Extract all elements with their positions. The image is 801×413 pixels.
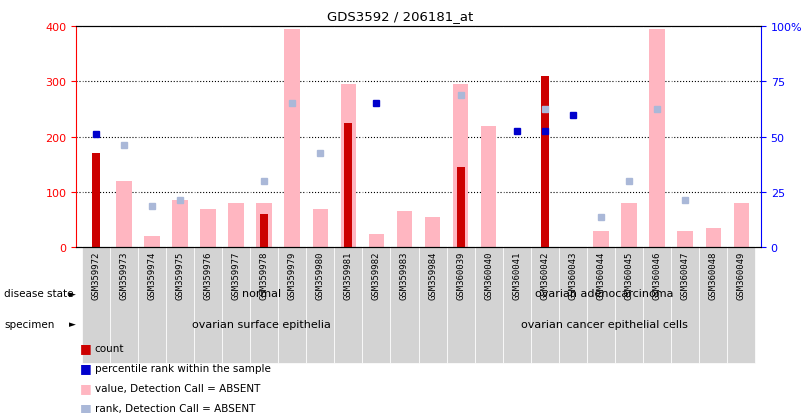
Bar — [144, 237, 159, 248]
Bar — [344, 123, 352, 248]
Bar — [531, 248, 559, 363]
Bar — [312, 209, 328, 248]
Bar — [284, 30, 300, 248]
Bar — [475, 248, 503, 363]
Bar — [587, 248, 615, 363]
Text: ►: ► — [69, 319, 75, 328]
Bar — [615, 248, 643, 363]
Bar — [340, 85, 356, 248]
Text: ■: ■ — [80, 401, 92, 413]
Bar — [727, 248, 755, 363]
Bar — [396, 212, 413, 248]
Bar — [362, 248, 390, 363]
Text: ■: ■ — [80, 381, 92, 394]
Bar — [457, 168, 465, 248]
Bar — [453, 85, 469, 248]
Bar — [228, 204, 244, 248]
Bar — [678, 231, 693, 248]
Bar — [82, 248, 110, 363]
Bar — [250, 248, 278, 363]
Bar — [334, 248, 362, 363]
Text: normal: normal — [242, 289, 281, 299]
Bar — [425, 217, 441, 248]
Text: count: count — [95, 343, 124, 353]
Bar — [734, 204, 749, 248]
Bar — [706, 228, 721, 248]
Text: ■: ■ — [80, 342, 92, 355]
Bar — [222, 248, 250, 363]
Bar — [481, 126, 497, 248]
Text: ovarian surface epithelia: ovarian surface epithelia — [192, 319, 331, 329]
Bar — [306, 248, 334, 363]
Text: specimen: specimen — [4, 319, 54, 329]
Bar — [278, 248, 306, 363]
Bar — [116, 182, 131, 248]
Bar — [138, 248, 166, 363]
Text: ovarian adenocarcinoma: ovarian adenocarcinoma — [535, 289, 674, 299]
Bar — [503, 248, 531, 363]
Bar — [559, 248, 587, 363]
Text: value, Detection Call = ABSENT: value, Detection Call = ABSENT — [95, 383, 260, 393]
Bar — [194, 248, 222, 363]
Bar — [650, 30, 665, 248]
Bar — [200, 209, 215, 248]
Bar — [447, 248, 475, 363]
Bar — [166, 248, 194, 363]
Text: GDS3592 / 206181_at: GDS3592 / 206181_at — [328, 10, 473, 23]
Bar — [671, 248, 699, 363]
Text: rank, Detection Call = ABSENT: rank, Detection Call = ABSENT — [95, 403, 255, 413]
Bar — [594, 231, 609, 248]
Bar — [418, 248, 447, 363]
Bar — [256, 204, 272, 248]
Text: ovarian cancer epithelial cells: ovarian cancer epithelial cells — [521, 319, 687, 329]
Text: ►: ► — [69, 289, 75, 298]
Bar — [92, 154, 99, 248]
Bar — [368, 234, 384, 248]
Bar — [390, 248, 418, 363]
Text: disease state: disease state — [4, 289, 74, 299]
Text: ■: ■ — [80, 361, 92, 375]
Bar — [643, 248, 671, 363]
Text: percentile rank within the sample: percentile rank within the sample — [95, 363, 271, 373]
Bar — [110, 248, 138, 363]
Bar — [622, 204, 637, 248]
Bar — [541, 76, 549, 248]
Bar — [699, 248, 727, 363]
Bar — [260, 215, 268, 248]
Bar — [172, 201, 187, 248]
